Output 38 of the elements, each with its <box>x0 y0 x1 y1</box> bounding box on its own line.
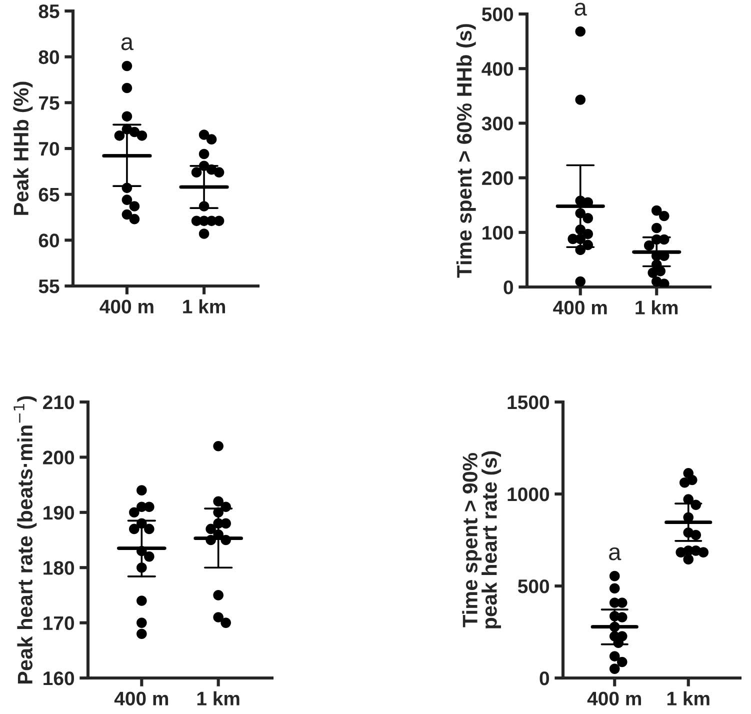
x-tick-label: 400 m <box>553 300 607 314</box>
y-tick-label: 160 <box>44 671 74 686</box>
x-tick-label: 400 m <box>100 300 154 314</box>
y-tick-label: 0 <box>540 671 550 686</box>
y-tick-label: 210 <box>43 395 74 410</box>
y-tick-label: 75 <box>39 96 60 110</box>
y-tick-label: 55 <box>38 280 60 294</box>
y-tick-label: 70 <box>39 142 60 156</box>
x-tick-label: 1 km <box>183 299 225 314</box>
y-tick-label: 100 <box>482 226 514 240</box>
y-tick-label: 200 <box>43 450 74 464</box>
y-axis-title: Time spent > 60% HHb (s) <box>456 24 476 278</box>
y-tick-label: 500 <box>518 579 550 594</box>
y-tick-label: 1000 <box>508 487 550 502</box>
y-tick-label: 80 <box>38 50 60 64</box>
y-tick-label: 0 <box>504 280 514 294</box>
x-tick-label: 1 km <box>197 691 240 706</box>
y-axis-title: Time spent > 90% peak heart rate (s) <box>462 451 501 628</box>
y-tick-label: 400 <box>482 62 514 76</box>
y-axis-title: Peak heart rate (beats·min$^{−1}$) <box>14 396 37 684</box>
y-tick-label: 200 <box>482 171 514 186</box>
annotation: a <box>121 37 134 50</box>
x-tick-label: 1 km <box>667 691 710 706</box>
x-tick-label: 400 m <box>114 692 168 706</box>
annotation: a <box>609 547 622 560</box>
y-tick-label: 190 <box>44 506 74 520</box>
y-axis-title: Peak HHb (%) <box>13 82 33 215</box>
y-tick-label: 85 <box>38 4 60 18</box>
y-tick-label: 180 <box>44 561 74 575</box>
y-tick-label: 60 <box>38 234 60 248</box>
annotation: a <box>574 2 587 16</box>
y-tick-label: 1500 <box>508 395 550 410</box>
y-tick-label: 500 <box>482 7 514 22</box>
x-tick-label: 1 km <box>636 300 678 314</box>
x-tick-label: 400 m <box>587 692 641 706</box>
y-tick-label: 170 <box>44 616 74 630</box>
y-tick-label: 300 <box>482 116 514 130</box>
y-tick-label: 65 <box>38 188 60 202</box>
